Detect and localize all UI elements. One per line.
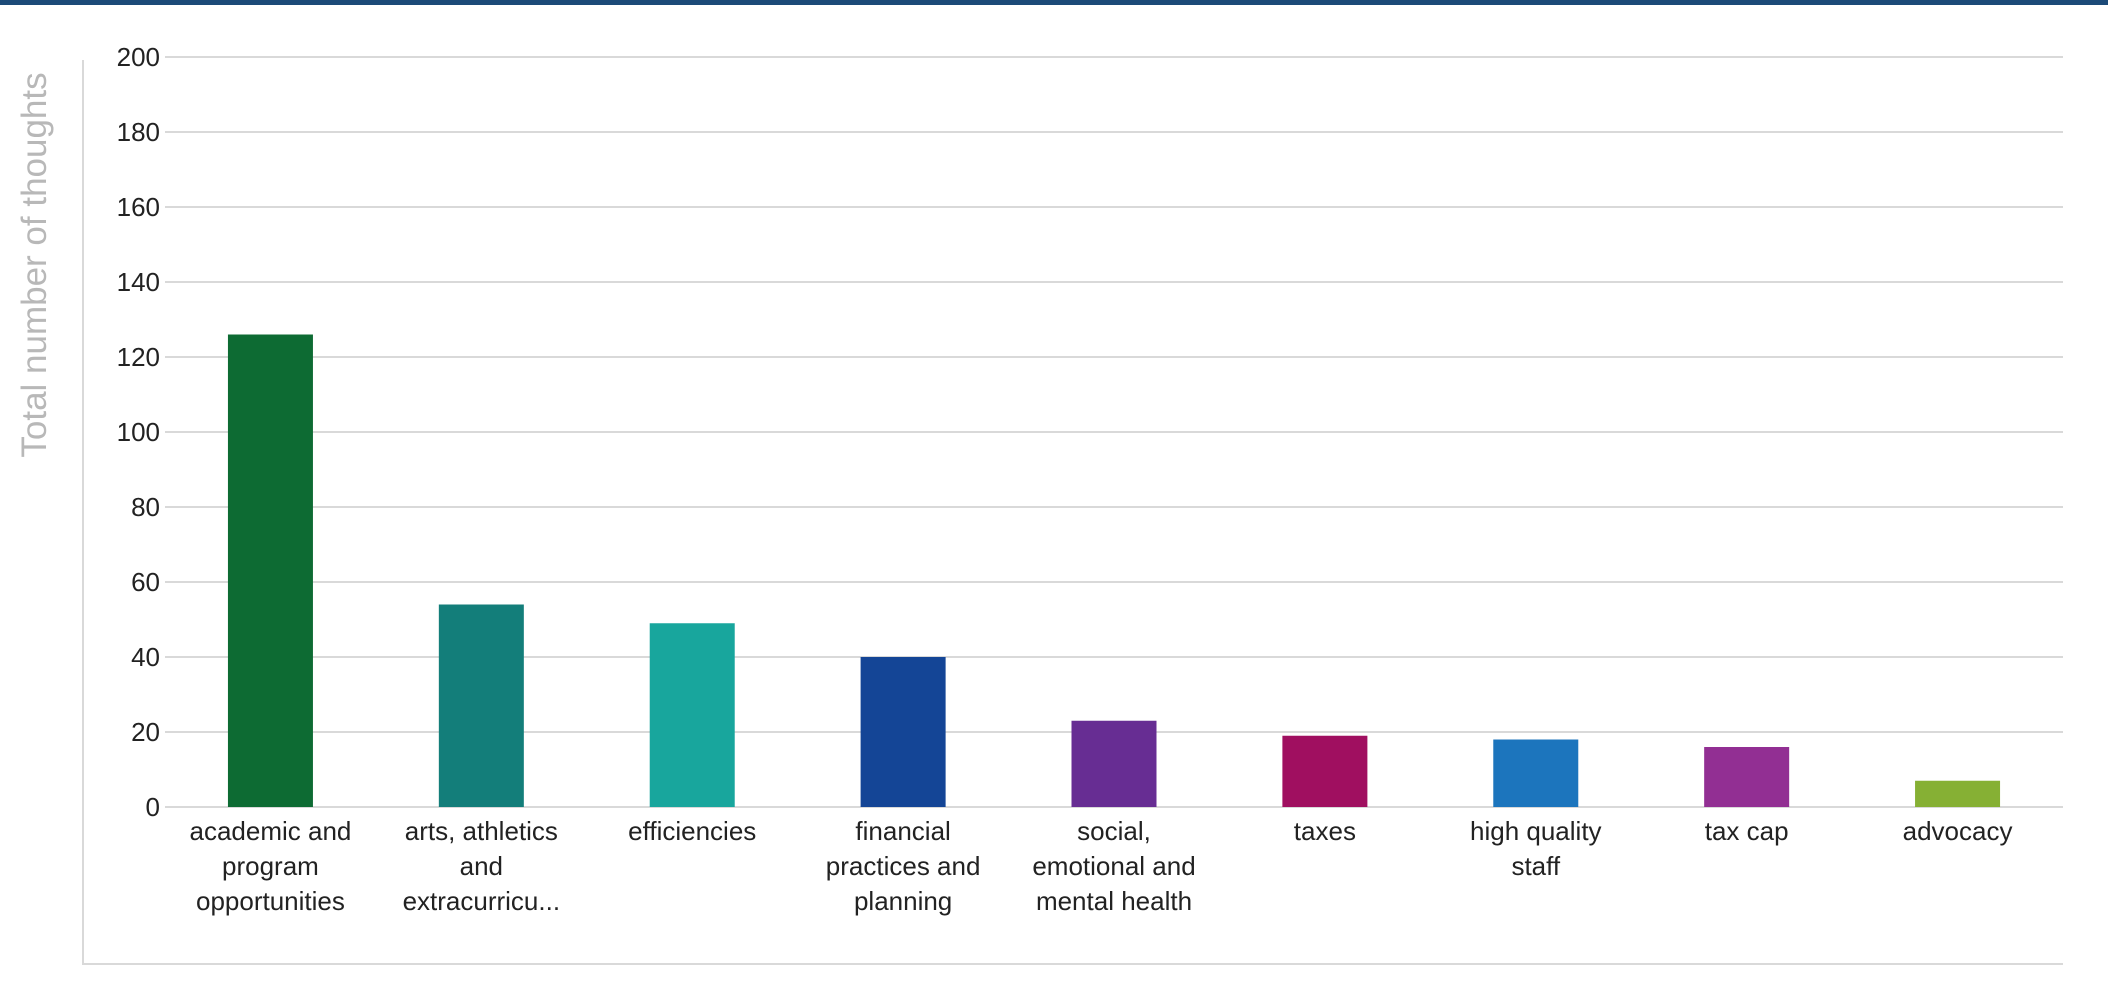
bar[interactable] <box>438 604 524 808</box>
y-tick-label: 40 <box>131 642 160 672</box>
x-category-label-line: efficiencies <box>628 816 756 846</box>
y-tick-label: 0 <box>146 792 160 822</box>
bar[interactable] <box>1282 735 1368 807</box>
y-tick-label: 100 <box>117 417 160 447</box>
y-tick-label: 20 <box>131 717 160 747</box>
y-tick-label: 120 <box>117 342 160 372</box>
bar[interactable] <box>1704 747 1790 807</box>
x-category-label-line: academic and <box>189 816 351 846</box>
x-category-label: advocacy <box>1903 816 2013 846</box>
x-category-label: efficiencies <box>628 816 756 846</box>
bar[interactable] <box>1493 739 1579 808</box>
x-category-label-line: arts, athletics <box>405 816 558 846</box>
x-category-label-line: emotional and <box>1032 851 1195 881</box>
x-category-label: social, emotional and mental health <box>1032 816 1195 916</box>
x-category-label-line: taxes <box>1294 816 1356 846</box>
x-category-label: arts, athletics and extracurricu... <box>403 816 561 916</box>
y-tick-label: 160 <box>117 192 160 222</box>
x-category-label: taxes <box>1294 816 1356 846</box>
x-axis-category-labels: academic and program opportunities arts, at… <box>189 816 2012 916</box>
chart-frame-left-border <box>82 60 84 965</box>
x-category-label-line: planning <box>854 886 952 916</box>
x-category-label-line: staff <box>1511 851 1560 881</box>
x-category-label-line: and <box>460 851 503 881</box>
bar[interactable] <box>1071 720 1157 807</box>
y-tick-label: 200 <box>117 42 160 72</box>
x-category-label-line: mental health <box>1036 886 1192 916</box>
x-category-label-line: high quality <box>1470 816 1602 846</box>
y-tick-label: 60 <box>131 567 160 597</box>
y-tick-label: 180 <box>117 117 160 147</box>
bar[interactable] <box>1915 780 2001 807</box>
y-tick-label: 140 <box>117 267 160 297</box>
x-category-label-line: opportunities <box>196 886 345 916</box>
bar[interactable] <box>227 334 313 808</box>
x-category-label-line: extracurricu... <box>403 886 561 916</box>
x-category-label-line: social, <box>1077 816 1151 846</box>
x-category-label: financial practices and planning <box>826 816 981 916</box>
bar[interactable] <box>649 623 735 807</box>
x-category-label-line: practices and <box>826 851 981 881</box>
x-category-label-line: tax cap <box>1705 816 1789 846</box>
bars <box>227 334 2001 808</box>
header-accent-bar <box>0 0 2108 5</box>
x-category-label-line: program <box>222 851 319 881</box>
bar[interactable] <box>860 657 946 807</box>
x-category-label-line: advocacy <box>1903 816 2013 846</box>
y-axis-tick-labels: 0 20 40 60 80 100 120 140 160 180 200 <box>117 42 160 822</box>
chart-frame-bottom-border <box>82 963 2063 965</box>
x-category-label: academic and program opportunities <box>189 816 351 916</box>
x-category-label-line: financial <box>855 816 950 846</box>
x-category-label: tax cap <box>1705 816 1789 846</box>
y-tick-label: 80 <box>131 492 160 522</box>
x-category-label: high quality staff <box>1470 816 1602 881</box>
